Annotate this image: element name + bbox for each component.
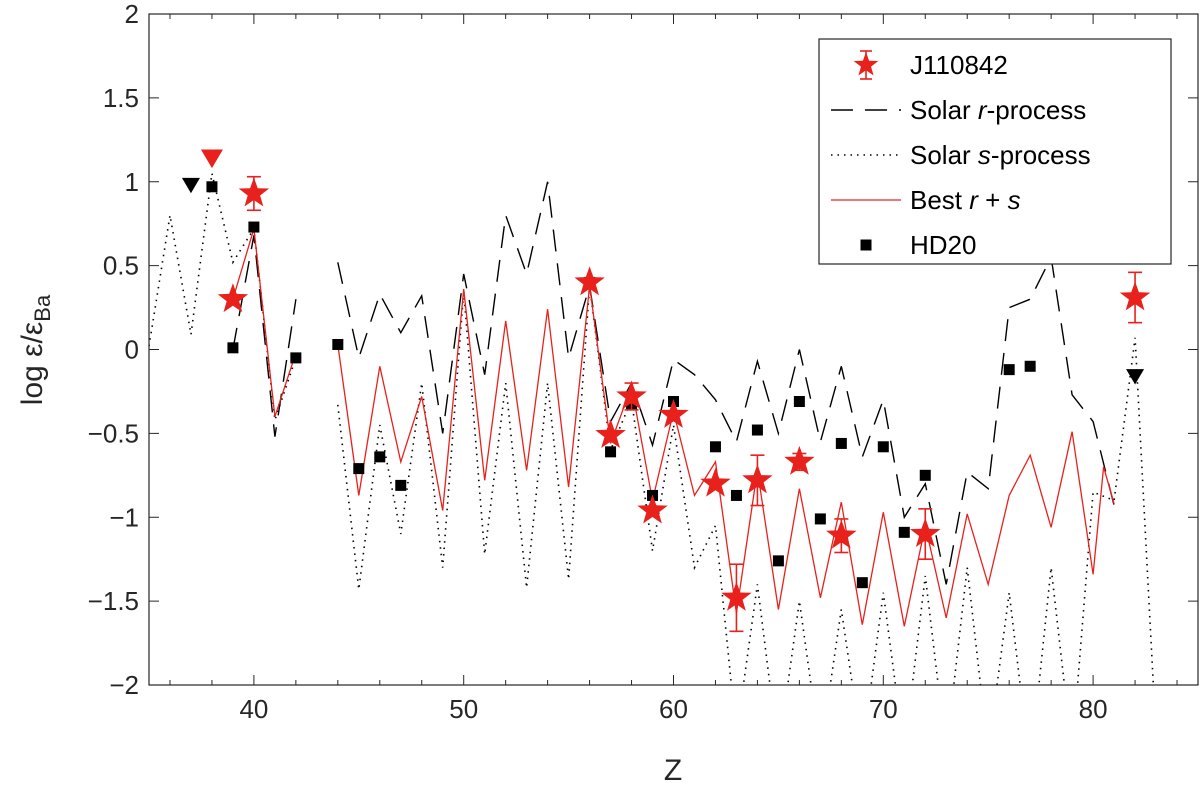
legend-label: Solar r-process (910, 95, 1086, 125)
y-tick-label: −2 (109, 670, 139, 700)
y-tick-label: 1 (125, 167, 139, 197)
j110842-point (637, 494, 668, 524)
series-line-solar-s-process (337, 285, 1155, 685)
y-axis-title-sub: Ba (30, 294, 55, 322)
x-axis-title: Z (664, 754, 682, 785)
y-axis-title: log ε/εBa (16, 294, 55, 405)
j110842-point (910, 518, 941, 547)
hd20-point (919, 469, 931, 481)
hd20-point (877, 441, 889, 453)
j110842-point (742, 464, 773, 494)
j110842-point (616, 380, 647, 410)
hd20-point (248, 221, 260, 233)
y-tick-label: 2 (125, 0, 139, 29)
legend-star-marker (853, 52, 879, 76)
hd20-point (1024, 360, 1036, 372)
hd20-point (1003, 364, 1015, 376)
hd20-point (709, 441, 721, 453)
hd20-point (856, 577, 868, 589)
hd20-point (332, 338, 344, 350)
hd20-point (793, 396, 805, 408)
hd20-point (353, 463, 365, 475)
hd20-point (730, 489, 742, 501)
j110842-point (238, 177, 270, 207)
legend-label: Solar s-process (910, 140, 1091, 170)
hd20-point (374, 451, 386, 463)
hd20-point (814, 513, 826, 525)
hd20-point (227, 342, 239, 354)
x-tick-label: 70 (869, 694, 898, 724)
hd20-upper-limit (181, 177, 200, 194)
y-tick-label: −1.5 (88, 586, 139, 616)
legend-box (818, 38, 1172, 265)
hd20-point (395, 479, 407, 491)
x-tick-label: 40 (239, 694, 268, 724)
y-axis-title-main: log ε/ε (16, 322, 49, 405)
legend-square-marker (860, 239, 872, 251)
j110842-point (574, 266, 605, 296)
j110842-point (721, 581, 752, 611)
y-tick-label: 0.5 (103, 251, 139, 281)
hd20-point (835, 437, 847, 449)
hd20-point (751, 424, 763, 436)
x-tick-label: 50 (449, 694, 478, 724)
hd20-point (206, 181, 218, 193)
series-line-best-r-s (337, 285, 1115, 627)
legend-label: Best r + s (910, 185, 1021, 215)
j110842-point (595, 419, 626, 448)
series-line-solar-r-process (232, 235, 297, 437)
y-tick-label: −0.5 (88, 418, 139, 448)
hd20-point (605, 446, 617, 458)
hd20-point (290, 352, 302, 364)
j110842-point (826, 519, 857, 549)
series-line-solar-r-process (337, 181, 1115, 585)
hd20-point (772, 555, 784, 567)
legend-label: J110842 (910, 50, 1008, 80)
hd20-upper-limit (1126, 369, 1145, 385)
y-tick-label: 1.5 (103, 83, 139, 113)
y-tick-label: 0 (125, 335, 139, 365)
legend-label: HD20 (910, 230, 976, 260)
j110842-upper-limit (200, 149, 223, 169)
legend: J110842 Solar r-process Solar s-process Bes… (818, 38, 1172, 265)
j110842-point (700, 467, 731, 497)
j110842-point (658, 398, 689, 428)
j110842-point (1119, 281, 1151, 311)
series-line-best-r-s (232, 228, 297, 417)
x-tick-label: 60 (659, 694, 688, 724)
j110842-point (217, 283, 249, 313)
j110842-point (784, 445, 815, 475)
x-tick-label: 80 (1079, 694, 1108, 724)
hd20-point (898, 526, 910, 538)
y-tick-label: −1 (109, 502, 139, 532)
